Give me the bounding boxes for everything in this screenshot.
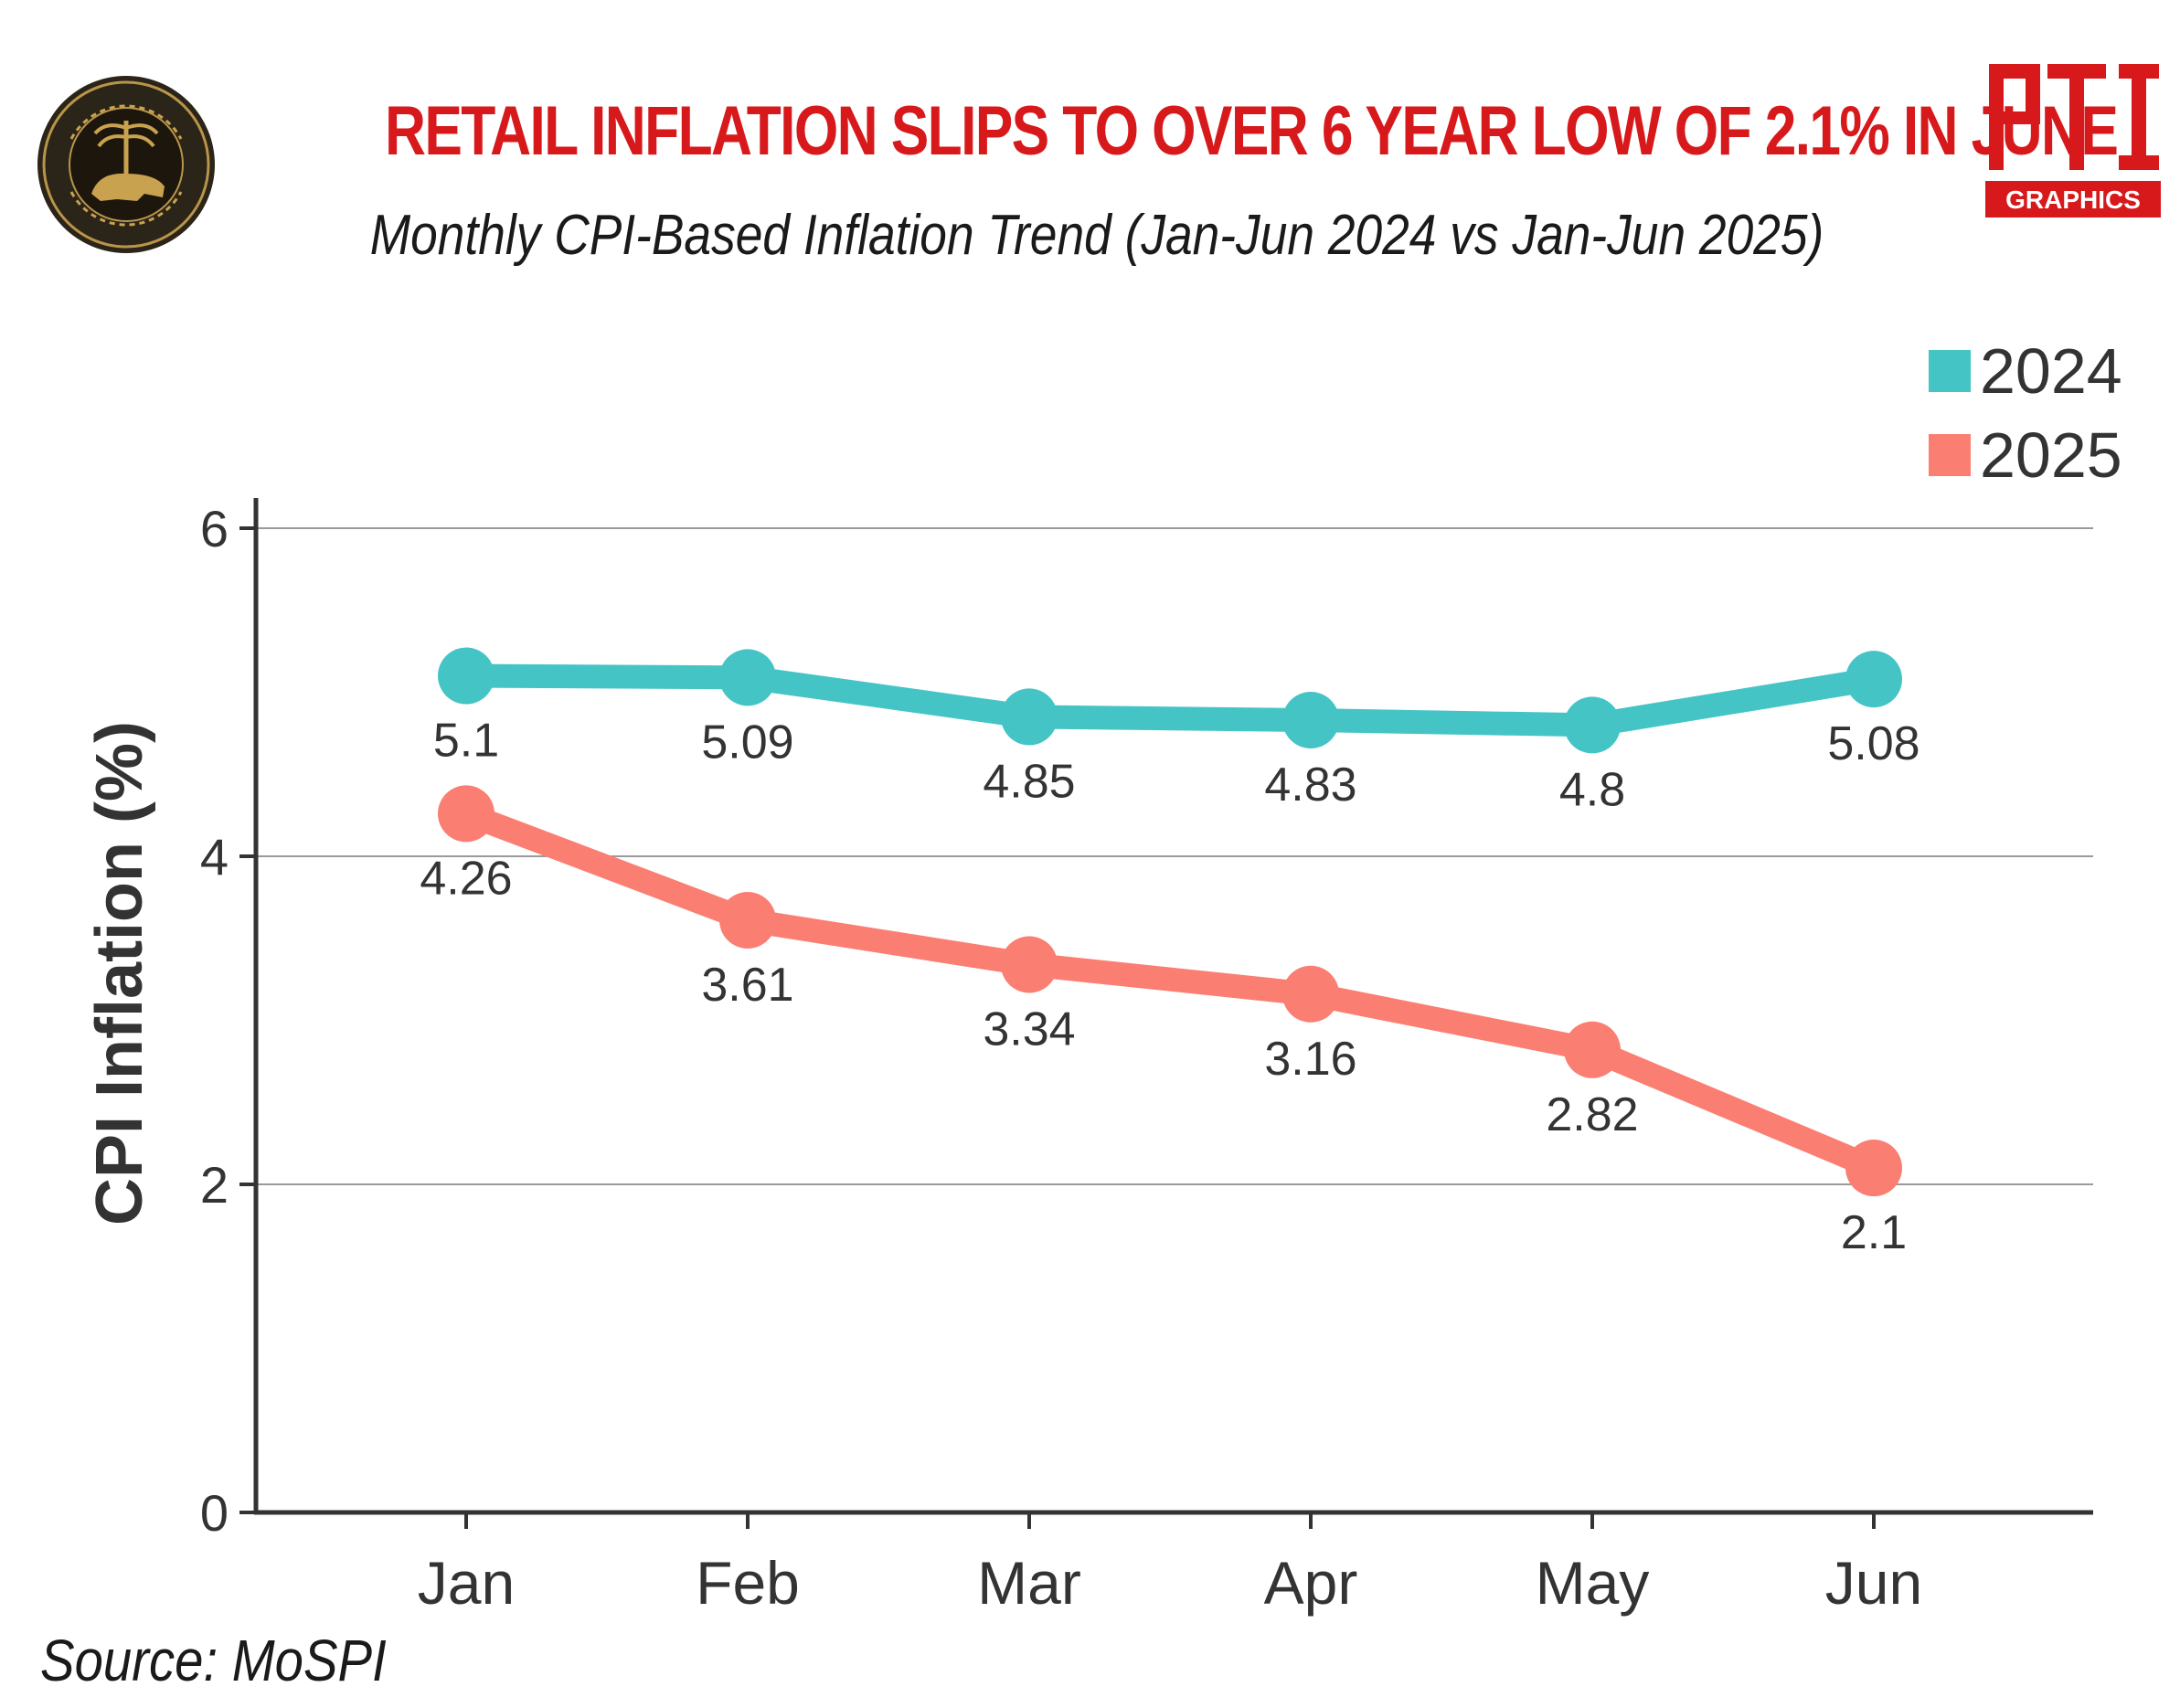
data-point-2024: [438, 647, 494, 705]
legend-label-2025: 2025: [1980, 419, 2122, 491]
data-label-2025: 3.16: [1264, 1033, 1356, 1086]
source-note: Source: MoSPI: [40, 1628, 387, 1693]
chart-legend: 2024 2025: [1929, 329, 2122, 497]
data-label-2024: 4.8: [1559, 763, 1625, 816]
data-point-2025: [1845, 1140, 1902, 1197]
x-tick-label: Mar: [977, 1549, 1081, 1617]
axes: [253, 498, 2093, 1515]
data-point-2025: [1564, 1021, 1621, 1078]
pti-graphics-logo-icon: GRAPHICS: [1985, 60, 2161, 217]
data-point-2024: [1564, 696, 1621, 754]
page-subtitle: Monthly CPI-Based Inflation Trend (Jan-J…: [369, 204, 1824, 267]
series-line-2025: [454, 801, 1886, 1181]
data-labels: 5.1 5.09 4.85 4.83 4.8 5.08 4.26 3.61 3.34 3.16 2.…: [420, 715, 1919, 1260]
data-label-2024: 5.09: [701, 716, 793, 769]
data-label-2024: 5.08: [1827, 717, 1919, 770]
data-point-2025: [1001, 936, 1058, 993]
data-label-2025: 2.1: [1841, 1206, 1907, 1259]
data-label-2024: 5.1: [433, 715, 499, 768]
data-label-2024: 4.83: [1264, 759, 1356, 812]
x-tick-label: Apr: [1264, 1549, 1358, 1617]
x-tick-label: Jan: [418, 1549, 515, 1617]
data-label-2024: 4.85: [983, 755, 1075, 808]
data-point-2025: [719, 892, 776, 949]
data-point-2024: [719, 649, 776, 706]
data-point-2024: [1282, 692, 1339, 749]
legend-swatch-2024: [1929, 350, 1971, 392]
data-point-2024: [1001, 688, 1058, 746]
y-tick-label: 6: [200, 500, 229, 557]
data-point-2025: [1282, 965, 1339, 1023]
grid-lines: [256, 527, 2093, 1185]
x-tick-label: Feb: [696, 1549, 800, 1617]
y-tick-label: 0: [200, 1484, 229, 1542]
legend-item-2025: 2025: [1929, 413, 2122, 497]
series-lines: [438, 647, 1902, 1197]
axis-ticks: 0 2 4 6 Jan Feb Mar Apr May Jun: [200, 500, 1922, 1617]
legend-label-2024: 2024: [1980, 335, 2122, 407]
series-line-2024: [454, 663, 1886, 737]
rbi-seal-icon: [37, 76, 215, 253]
pti-badge-text: GRAPHICS: [2005, 186, 2141, 214]
data-point-2024: [1845, 651, 1902, 708]
data-label-2025: 2.82: [1546, 1088, 1638, 1141]
data-label-2025: 4.26: [420, 852, 512, 905]
data-label-2025: 3.34: [983, 1003, 1075, 1056]
legend-item-2024: 2024: [1929, 329, 2122, 413]
data-label-2025: 3.61: [701, 959, 793, 1012]
legend-swatch-2025: [1929, 434, 1971, 476]
x-tick-label: Jun: [1825, 1549, 1922, 1617]
y-tick-label: 2: [200, 1156, 229, 1214]
y-tick-label: 4: [200, 828, 229, 886]
data-point-2025: [438, 785, 494, 843]
x-tick-label: May: [1536, 1549, 1650, 1617]
y-axis-label: CPI Inflation (%): [83, 721, 156, 1225]
